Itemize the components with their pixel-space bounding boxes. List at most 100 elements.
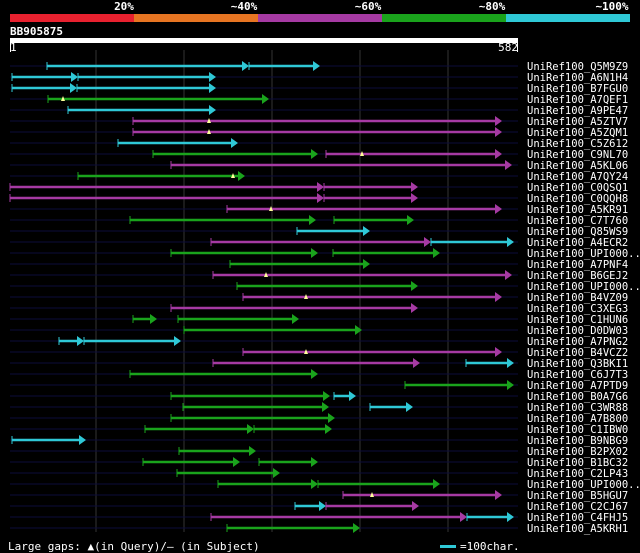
hit-row[interactable]: UniRef100_C1IBW0 (10, 424, 628, 436)
hit-row[interactable]: UniRef100_B9NBG9 (10, 435, 628, 447)
hit-label[interactable]: UniRef100_B7FGU0 (527, 83, 628, 95)
hit-row[interactable]: UniRef100_UPI000.. (10, 479, 640, 491)
hit-arrow (411, 281, 418, 291)
hit-label[interactable]: UniRef100_C2LP43 (527, 468, 628, 480)
color-scale-orange (134, 14, 258, 22)
hit-row[interactable]: UniRef100_C1HUN6 (10, 314, 628, 326)
hit-row[interactable]: UniRef100_A5ZTV7 (10, 116, 628, 128)
hit-row[interactable]: UniRef100_B4VCZ2 (10, 347, 628, 359)
hit-label[interactable]: UniRef100_Q3BKI1 (527, 358, 628, 370)
hit-label[interactable]: UniRef100_C5Z612 (527, 138, 628, 150)
hit-row[interactable]: UniRef100_Q85WS9 (10, 226, 628, 238)
hit-label[interactable]: UniRef100_A6N1H4 (527, 72, 628, 84)
hit-label[interactable]: UniRef100_C9NL70 (527, 149, 628, 161)
hit-row[interactable]: UniRef100_A6N1H4 (10, 72, 628, 84)
hit-arrow (313, 61, 320, 71)
hit-label[interactable]: UniRef100_A7PTD9 (527, 380, 628, 392)
hit-row[interactable]: UniRef100_C9NL70 (10, 149, 628, 161)
hit-label[interactable]: UniRef100_C0QSQ1 (527, 182, 628, 194)
hit-row[interactable]: UniRef100_A7PNG2 (10, 336, 628, 348)
hit-row[interactable]: UniRef100_UPI000.. (10, 248, 640, 260)
hit-row[interactable]: UniRef100_UPI000.. (10, 281, 640, 293)
hit-arrow (311, 479, 318, 489)
hit-label[interactable]: UniRef100_UPI000.. (527, 479, 640, 491)
hit-row[interactable]: UniRef100_C2CJ67 (10, 501, 628, 513)
hit-row[interactable]: UniRef100_Q5M9Z9 (10, 61, 628, 73)
hit-row[interactable]: UniRef100_Q3BKI1 (10, 358, 628, 370)
hit-label[interactable]: UniRef100_A4ECR2 (527, 237, 628, 249)
hit-label[interactable]: UniRef100_A5ZQM1 (527, 127, 628, 139)
hit-label[interactable]: UniRef100_C3WR88 (527, 402, 628, 414)
hit-row[interactable]: UniRef100_A5ZQM1 (10, 127, 628, 139)
hit-row[interactable]: UniRef100_D0DW03 (10, 325, 628, 337)
hit-row[interactable]: UniRef100_A5KRH1 (10, 523, 628, 535)
hit-label[interactable]: UniRef100_B1BC32 (527, 457, 628, 469)
hit-row[interactable]: UniRef100_C5Z612 (10, 138, 628, 150)
hit-row[interactable]: UniRef100_B2PX02 (10, 446, 628, 458)
hit-row[interactable]: UniRef100_A7PNF4 (10, 259, 628, 271)
hit-row[interactable]: UniRef100_C3XEG3 (10, 303, 628, 315)
hit-row[interactable]: UniRef100_C7T760 (10, 215, 628, 227)
hit-row[interactable]: UniRef100_C0QQH8 (9, 193, 628, 205)
hit-label[interactable]: UniRef100_C4FHJ5 (527, 512, 628, 524)
hit-arrow (507, 358, 514, 368)
hit-row[interactable]: UniRef100_A4ECR2 (10, 237, 628, 249)
hit-row[interactable]: UniRef100_C3WR88 (10, 402, 628, 414)
hit-label[interactable]: UniRef100_A5KL06 (527, 160, 628, 172)
hit-label[interactable]: UniRef100_A9PE47 (527, 105, 628, 117)
hit-row[interactable]: UniRef100_A5KL06 (10, 160, 628, 172)
hit-row[interactable]: UniRef100_A7QY24 (10, 171, 628, 183)
hit-arrow (311, 149, 318, 159)
hit-label[interactable]: UniRef100_C2CJ67 (527, 501, 628, 513)
hit-row[interactable]: UniRef100_A5KR91 (10, 204, 628, 216)
hit-label[interactable]: UniRef100_Q5M9Z9 (527, 61, 628, 73)
hit-label[interactable]: UniRef100_C3XEG3 (527, 303, 628, 315)
hit-label[interactable]: UniRef100_Q85WS9 (527, 226, 628, 238)
hit-label[interactable]: UniRef100_A5KR91 (527, 204, 628, 216)
hit-row[interactable]: UniRef100_B7FGU0 (10, 83, 628, 95)
hit-row[interactable]: UniRef100_A7PTD9 (10, 380, 628, 392)
hit-label[interactable]: UniRef100_A7PNF4 (527, 259, 628, 271)
hit-label[interactable]: UniRef100_B5HGU7 (527, 490, 628, 502)
query-gap-marker (264, 272, 268, 277)
hit-row[interactable]: UniRef100_B6GEJ2 (10, 270, 628, 282)
hit-arrow (495, 347, 502, 357)
hit-arrow (77, 336, 84, 346)
hit-label[interactable]: UniRef100_B0A7G6 (527, 391, 628, 403)
hit-label[interactable]: UniRef100_B4VZ09 (527, 292, 628, 304)
hit-row[interactable]: UniRef100_C2LP43 (10, 468, 628, 480)
hit-label[interactable]: UniRef100_A7PNG2 (527, 336, 628, 348)
hit-label[interactable]: UniRef100_B9NBG9 (527, 435, 628, 447)
hit-label[interactable]: UniRef100_A7B800 (527, 413, 628, 425)
hit-label[interactable]: UniRef100_C7T760 (527, 215, 628, 227)
hit-label[interactable]: UniRef100_UPI000.. (527, 281, 640, 293)
hit-row[interactable]: UniRef100_A7B800 (10, 413, 628, 425)
query-gap-marker (207, 118, 211, 123)
hit-arrow (209, 72, 216, 82)
hit-label[interactable]: UniRef100_A7QY24 (527, 171, 628, 183)
hit-label[interactable]: UniRef100_A7QEF1 (527, 94, 628, 106)
query-start-tick (10, 42, 11, 52)
hit-row[interactable]: UniRef100_B0A7G6 (10, 391, 628, 403)
hit-label[interactable]: UniRef100_B4VCZ2 (527, 347, 628, 359)
hit-row[interactable]: UniRef100_A9PE47 (10, 105, 628, 117)
hit-row[interactable]: UniRef100_C4FHJ5 (10, 512, 628, 524)
hit-label[interactable]: UniRef100_B6GEJ2 (527, 270, 628, 282)
hit-label[interactable]: UniRef100_D0DW03 (527, 325, 628, 337)
hit-row[interactable]: UniRef100_B4VZ09 (10, 292, 628, 304)
hit-label[interactable]: UniRef100_A5ZTV7 (527, 116, 628, 128)
hit-label[interactable]: UniRef100_C1IBW0 (527, 424, 628, 436)
hit-row[interactable]: UniRef100_B1BC32 (10, 457, 628, 469)
identity-color-scale (10, 14, 630, 22)
hit-label[interactable]: UniRef100_C0QQH8 (527, 193, 628, 205)
hit-label[interactable]: UniRef100_C1HUN6 (527, 314, 628, 326)
hit-row[interactable]: UniRef100_B5HGU7 (10, 490, 628, 502)
hit-label[interactable]: UniRef100_A5KRH1 (527, 523, 628, 535)
query-gap-marker (231, 173, 235, 178)
hit-label[interactable]: UniRef100_C6J7T3 (527, 369, 628, 381)
hit-label[interactable]: UniRef100_B2PX02 (527, 446, 628, 458)
hit-row[interactable]: UniRef100_C6J7T3 (10, 369, 628, 381)
hit-row[interactable]: UniRef100_C0QSQ1 (9, 182, 628, 194)
hit-row[interactable]: UniRef100_A7QEF1 (10, 94, 628, 106)
hit-label[interactable]: UniRef100_UPI000.. (527, 248, 640, 260)
